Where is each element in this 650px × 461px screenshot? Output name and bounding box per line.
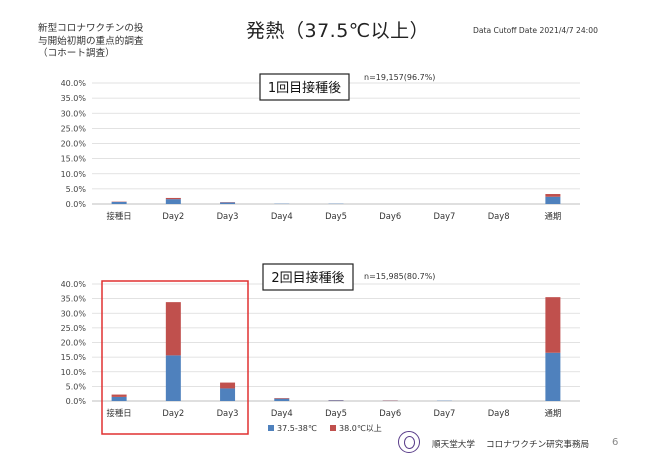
slide-title: 発熱（37.5℃以上）	[246, 20, 430, 42]
y-tick-label: 40.0%	[61, 280, 87, 289]
bar-38-plus	[545, 194, 561, 197]
study-description-line: （コホート調査）	[38, 48, 115, 59]
study-description-line: 与開始初期の重点的調査	[38, 35, 144, 47]
y-tick-label: 30.0%	[61, 109, 87, 118]
y-tick-label: 35.0%	[61, 295, 87, 304]
bar-37-5-38	[545, 196, 561, 204]
bar-38-plus	[165, 302, 181, 356]
legend-label: 38.0℃以上	[339, 424, 382, 433]
x-tick-label: Day4	[271, 408, 293, 418]
study-description-line: 新型コロナワクチンの投	[38, 23, 144, 34]
y-tick-label: 30.0%	[61, 309, 87, 318]
y-tick-label: 40.0%	[61, 79, 87, 88]
y-tick-label: 5.0%	[66, 382, 87, 391]
legend-swatch	[268, 425, 274, 431]
x-tick-label: 通期	[545, 408, 562, 418]
x-tick-label: Day8	[488, 211, 510, 221]
legend-swatch	[330, 425, 336, 431]
university-name: 順天堂大学	[432, 440, 475, 450]
x-tick-label: Day6	[379, 211, 401, 221]
x-tick-label: 接種日	[107, 211, 132, 221]
university-seal-icon	[398, 431, 420, 453]
bar-38-plus	[545, 297, 561, 353]
highlight-box	[101, 280, 249, 435]
sample-size-annotation: n=15,985(80.7%)	[364, 272, 435, 281]
bar-38-plus	[220, 382, 236, 389]
data-cutoff-date: Data Cutoff Date 2021/4/7 24:00	[473, 26, 598, 35]
bar-38-plus	[274, 398, 290, 399]
page-number: 6	[612, 437, 619, 448]
y-tick-label: 25.0%	[61, 324, 87, 333]
x-tick-label: Day5	[325, 211, 347, 221]
bar-37-5-38	[111, 396, 127, 401]
bar-37-5-38	[111, 201, 127, 204]
y-tick-label: 15.0%	[61, 353, 87, 362]
x-tick-label: Day3	[217, 211, 239, 221]
x-tick-label: Day8	[488, 408, 510, 418]
x-tick-label: 通期	[545, 211, 562, 221]
bar-37-5-38	[545, 352, 561, 401]
y-tick-label: 0.0%	[66, 397, 87, 406]
x-tick-label: Day5	[325, 408, 347, 418]
y-tick-label: 25.0%	[61, 124, 87, 133]
y-tick-label: 5.0%	[66, 185, 87, 194]
bar-37-5-38	[220, 202, 236, 204]
x-tick-label: Day2	[162, 408, 184, 418]
y-tick-label: 20.0%	[61, 140, 87, 149]
x-tick-label: 接種日	[107, 408, 132, 418]
x-tick-label: Day6	[379, 408, 401, 418]
y-tick-label: 15.0%	[61, 155, 87, 164]
legend-label: 37.5-38℃	[277, 424, 317, 433]
bar-37-5-38	[165, 355, 181, 401]
chart-title-box	[259, 73, 350, 101]
y-tick-label: 10.0%	[61, 368, 87, 377]
x-tick-label: Day2	[162, 211, 184, 221]
y-tick-label: 10.0%	[61, 170, 87, 179]
bar-37-5-38	[165, 199, 181, 204]
bar-37-5-38	[220, 388, 236, 401]
x-tick-label: Day4	[271, 211, 293, 221]
bar-37-5-38	[274, 398, 290, 401]
x-tick-label: Day7	[434, 211, 456, 221]
study-description: 新型コロナワクチンの投 与開始初期の重点的調査 （コホート調査）	[38, 23, 144, 61]
bar-37-5-38	[328, 400, 344, 401]
y-tick-label: 0.0%	[66, 200, 87, 209]
y-tick-label: 35.0%	[61, 94, 87, 103]
x-tick-label: Day7	[434, 408, 456, 418]
bar-38-plus	[111, 394, 127, 397]
chart-title: 2回目接種後	[271, 270, 344, 286]
chart-title-box	[262, 263, 354, 291]
y-tick-label: 20.0%	[61, 339, 87, 348]
bar-38-plus	[165, 197, 181, 200]
office-name: コロナワクチン研究事務局	[486, 440, 590, 450]
chart-title: 1回目接種後	[268, 80, 341, 96]
sample-size-annotation: n=19,157(96.7%)	[364, 73, 435, 82]
x-tick-label: Day3	[217, 408, 239, 418]
